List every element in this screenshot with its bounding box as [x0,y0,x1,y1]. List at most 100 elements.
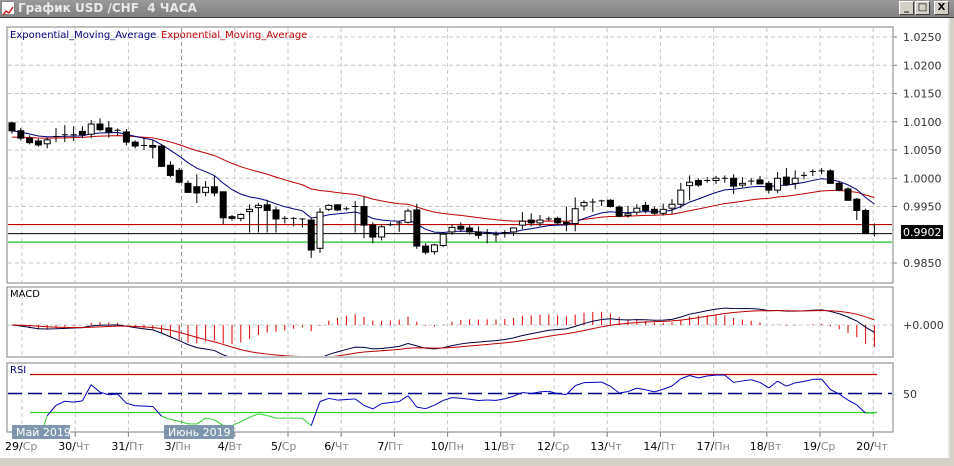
candle-body-bullish [633,207,641,213]
candle-body-bullish [316,211,324,249]
candle-body-bearish [34,140,42,146]
candle [518,212,526,230]
candle-body-bearish [26,137,34,144]
candle [184,180,192,193]
candle [624,205,632,218]
date-label: 14/Пт [643,440,676,453]
date-label: 20/Чт [856,440,888,453]
grid [8,28,892,431]
candle [659,203,667,216]
macd-zero-label: +0.000 [903,319,944,332]
candle-body-bearish [474,231,482,236]
candle [862,208,870,235]
candle-body-bearish [826,170,834,184]
candle [78,126,86,139]
candle [536,214,544,227]
rsi-line-segment [680,375,690,380]
candle-body-bearish [862,209,870,235]
candle [510,227,518,236]
legend-fast-ema: Exponential_Moving_Average [10,30,156,41]
candle-body-bearish [17,130,25,139]
candle [404,208,412,224]
rsi-line-segment [795,380,805,384]
candle-body-bearish [122,131,130,143]
candle [474,226,482,239]
maximize-button[interactable]: □ [915,1,930,15]
date-label: 19/Ср [803,440,835,453]
window-title-bar[interactable]: График USD /CHF 4 ЧАСА _ □ X [0,0,954,18]
candle-body-bullish [237,213,245,219]
price-tick-label: 1.0250 [903,31,942,44]
close-button[interactable]: X [934,1,949,15]
rsi-line-segment [803,378,813,382]
axes: 1.0250 1.0200 1.0150 1.0100 1.0050 1.0000 0.99… [21,31,942,437]
candle-body-bullish [536,219,544,224]
rsi-line-segment [698,375,708,379]
rsi-line-segment [240,416,250,423]
rsi-line-segment [390,401,400,403]
rsi-line-segment [90,384,101,393]
candle-body-bearish [615,206,623,217]
rsi-line-segment [627,387,637,393]
rsi-line-segment [196,417,206,425]
rsi-line-segment [205,417,215,421]
candle-body-bearish [149,144,157,148]
rsi-line-segment [575,382,585,387]
date-label: 31/Пт [111,440,144,453]
fast-ema-line [11,130,875,234]
candle [325,204,333,212]
price-tick-label: 1.0200 [903,59,942,72]
candle [439,232,447,248]
candle [34,138,42,147]
candle-body-bearish [782,176,790,185]
candle-body-bullish [254,204,262,209]
rsi-line-segment [504,395,514,400]
candle-body-bearish [96,123,104,131]
candle-body-bullish [712,177,720,182]
candle [17,127,25,141]
price-pane [8,118,892,258]
candle [131,140,139,149]
candle [352,200,359,233]
candle [210,175,218,197]
current-price-label: 0.9902 [903,226,942,239]
candle [175,168,183,184]
rsi-line-segment [759,382,770,389]
rsi-line-segment [531,391,541,394]
price-tick-label: 1.0150 [903,88,942,101]
date-axis: 29/Ср 30/Чт 31/Пт 3/Пн 4/Вт 5/Ср 6/Чт 7/Пт 10/Пн… [5,440,888,453]
date-label: 29/Ср [5,440,37,453]
rsi-line-segment [398,395,409,402]
minimize-button[interactable]: _ [899,1,914,15]
rsi-line-segment [231,421,241,426]
candle [263,199,271,233]
candle [844,187,852,201]
rsi-line-segment [170,418,180,422]
candle [61,125,68,143]
candle [554,216,562,226]
candle-body-bearish [158,145,166,167]
candle-body-bearish [554,217,562,224]
candle-body-bullish [580,202,588,207]
price-tick-label: 1.0100 [903,116,942,129]
rsi-line-segment [46,405,57,417]
candle-body-bearish [210,186,218,194]
candle [430,243,438,255]
candle [299,218,306,228]
rsi-line-segment [601,381,611,387]
candle [748,178,755,186]
rsi-line-segment [557,393,567,395]
candle [589,198,596,213]
date-label: 3/Пн [165,440,191,453]
rsi-line-segment [425,404,435,410]
candle [642,201,650,214]
month-badge-june [164,425,234,439]
rsi-pane-frame [6,362,894,433]
candle-body-bearish [263,204,271,211]
rsi-line-segment [478,399,488,402]
rsi-line-segment [381,401,391,405]
candle-body-bullish [87,123,95,135]
candle [343,207,350,211]
date-label: 6/Чт [324,440,349,453]
